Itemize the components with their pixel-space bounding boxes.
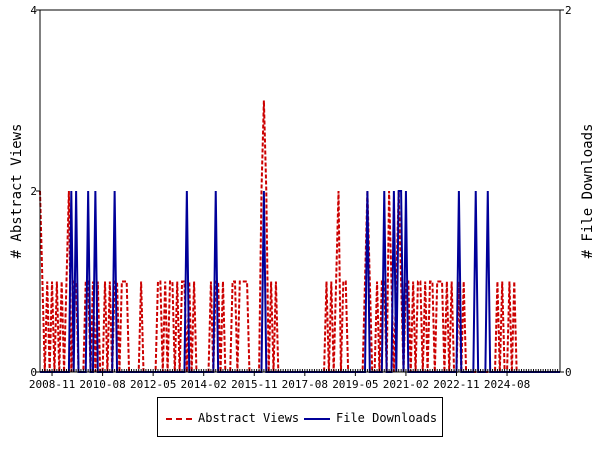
y-right-axis-label: # File Downloads <box>580 124 596 259</box>
x-tick-label: 2012-05 <box>130 378 176 391</box>
x-tick-label: 2015-11 <box>231 378 277 391</box>
x-tick-label: 2017-08 <box>282 378 328 391</box>
series-layer <box>39 100 560 373</box>
x-axis-tick-labels: 2008-11 2010-08 2012-05 2014-02 2015-11 2017-… <box>29 378 530 391</box>
legend-item-file-downloads: File Downloads <box>304 411 437 425</box>
x-tick-label: 2010-08 <box>79 378 125 391</box>
y-left-tick-label: 4 <box>30 4 37 17</box>
y-left-axis-label: # Abstract Views <box>9 124 25 259</box>
legend-item-abstract-views: Abstract Views <box>166 411 299 425</box>
legend-swatch-abstract-views <box>166 417 192 420</box>
y-right-tick-labels: 02 <box>560 4 572 379</box>
legend-swatch-file-downloads <box>304 417 330 420</box>
x-tick-label: 2024-08 <box>484 378 530 391</box>
legend: Abstract Views File Downloads <box>157 397 443 437</box>
y-left-tick-labels: 0 2 4 <box>30 4 40 379</box>
x-tick-label: 2014-02 <box>181 378 227 391</box>
x-axis-ticks <box>39 369 561 376</box>
y-right-tick-label: 0 <box>565 366 572 379</box>
legend-label-abstract-views: Abstract Views <box>198 411 300 425</box>
x-tick-label: 2019-05 <box>332 378 378 391</box>
y-left-tick-label: 0 <box>30 366 37 379</box>
x-tick-label: 2022-11 <box>433 378 479 391</box>
y-left-tick-label: 2 <box>30 185 37 198</box>
y-right-tick-label: 2 <box>565 4 572 17</box>
legend-label-file-downloads: File Downloads <box>336 411 438 425</box>
x-tick-label: 2008-11 <box>29 378 75 391</box>
series-line-abstract-views <box>39 100 560 373</box>
x-tick-label: 2021-02 <box>383 378 429 391</box>
plot-area-border <box>39 9 561 373</box>
